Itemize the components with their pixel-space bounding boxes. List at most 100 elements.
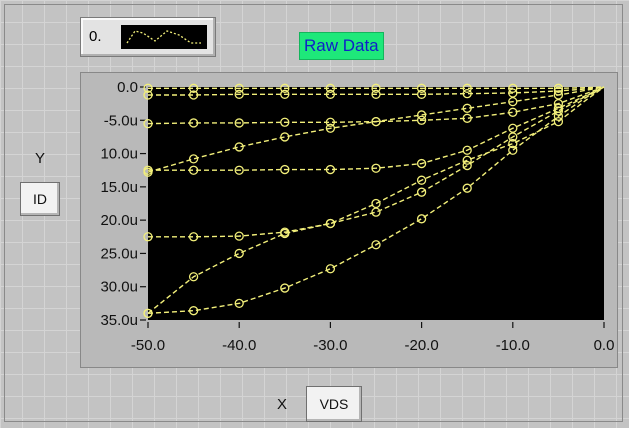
series-line-2	[147, 86, 605, 125]
data-point	[280, 132, 290, 142]
data-point	[508, 138, 518, 149]
data-point	[143, 83, 153, 93]
series-line-1	[148, 86, 605, 96]
series-line-4	[148, 86, 605, 238]
data-point	[553, 83, 564, 93]
x-tick-label: -30.0	[313, 337, 347, 354]
y-tick-label: 15.0u	[100, 179, 138, 196]
series-line-3	[148, 86, 605, 171]
data-point	[280, 228, 290, 239]
data-point	[508, 88, 518, 98]
data-point	[234, 165, 244, 175]
graph-title: Raw Data	[299, 32, 384, 60]
data-point	[234, 83, 244, 93]
y-tick-label: 20.0u	[100, 212, 138, 229]
series-line-7	[147, 86, 605, 173]
data-point	[416, 83, 427, 93]
data-point	[371, 163, 381, 173]
data-point	[371, 116, 381, 127]
data-point	[234, 248, 244, 259]
data-point	[325, 164, 336, 175]
y-axis-caption: Y	[35, 150, 46, 167]
data-point	[462, 160, 472, 171]
data-point	[462, 83, 472, 93]
data-point	[188, 306, 199, 316]
data-point	[234, 298, 244, 309]
data-point	[371, 207, 381, 217]
data-point	[188, 118, 199, 128]
data-point	[553, 116, 564, 127]
y-tick-label: 25.0u	[100, 245, 138, 262]
series-line-5	[147, 86, 605, 315]
data-point	[188, 165, 199, 175]
data-point	[188, 272, 199, 282]
plot-traces	[143, 83, 605, 318]
data-point	[325, 117, 336, 127]
array-index-control[interactable]: 0.	[80, 17, 216, 57]
data-point	[234, 89, 244, 99]
data-point	[188, 154, 199, 164]
y-axis-ticks: 0.0 -5.0u 10.0u 15.0u 20.0u 25.0u 30.0u 35.0u	[100, 79, 146, 329]
data-point	[508, 107, 518, 117]
y-tick-label: 10.0u	[100, 146, 138, 163]
thumbnail-trace-icon	[126, 30, 201, 44]
series-line-6	[147, 86, 605, 314]
data-point	[280, 83, 290, 93]
x-axis-ticks: -50.0 -40.0 -30.0 -20.0 -10.0 0.0	[131, 322, 615, 354]
data-point	[462, 145, 472, 155]
data-point	[416, 214, 427, 224]
data-point	[280, 117, 290, 127]
data-point	[234, 118, 244, 128]
x-tick-label: -10.0	[496, 337, 530, 354]
series-line-0	[148, 86, 605, 90]
data-point	[371, 198, 381, 209]
data-point	[416, 110, 427, 120]
data-point	[553, 106, 564, 116]
y-tick-label: 30.0u	[100, 279, 138, 296]
data-point	[371, 240, 381, 250]
data-point	[462, 103, 472, 113]
data-point	[371, 83, 381, 93]
data-point	[462, 113, 472, 123]
data-point	[371, 89, 381, 99]
data-point	[143, 118, 153, 129]
data-point	[508, 145, 518, 155]
data-point	[416, 115, 427, 125]
data-point	[462, 89, 472, 99]
data-point	[325, 83, 336, 93]
y-tick-label: -5.0u	[104, 112, 138, 129]
y-tick-label: 35.0u	[100, 312, 138, 329]
data-point	[143, 90, 153, 100]
data-point	[234, 142, 244, 152]
data-point	[188, 90, 199, 100]
y-tick-label: 0.0	[117, 79, 138, 96]
y-axis-selector[interactable]: ID	[20, 182, 60, 216]
data-point	[416, 89, 427, 99]
data-point	[143, 308, 153, 318]
data-point	[508, 132, 518, 142]
data-point	[416, 187, 427, 197]
data-point	[553, 98, 564, 109]
data-point	[325, 264, 336, 274]
x-tick-label: -50.0	[131, 337, 165, 354]
data-point	[416, 158, 427, 169]
data-point	[280, 89, 290, 99]
data-point	[325, 218, 336, 229]
data-point	[508, 123, 518, 133]
data-point	[553, 90, 564, 100]
index-value[interactable]: 0.	[89, 28, 102, 45]
data-point	[188, 232, 199, 242]
x-axis-selector[interactable]: VDS	[306, 386, 362, 422]
array-element-thumbnail	[121, 25, 207, 49]
data-point	[234, 231, 244, 241]
data-point	[462, 155, 472, 165]
data-point	[143, 232, 153, 242]
data-point	[280, 164, 290, 175]
data-point	[416, 175, 427, 185]
x-tick-label: 0.0	[594, 337, 615, 354]
data-point	[188, 83, 199, 93]
data-point	[143, 167, 153, 177]
data-point	[462, 183, 472, 193]
data-point	[280, 283, 290, 293]
